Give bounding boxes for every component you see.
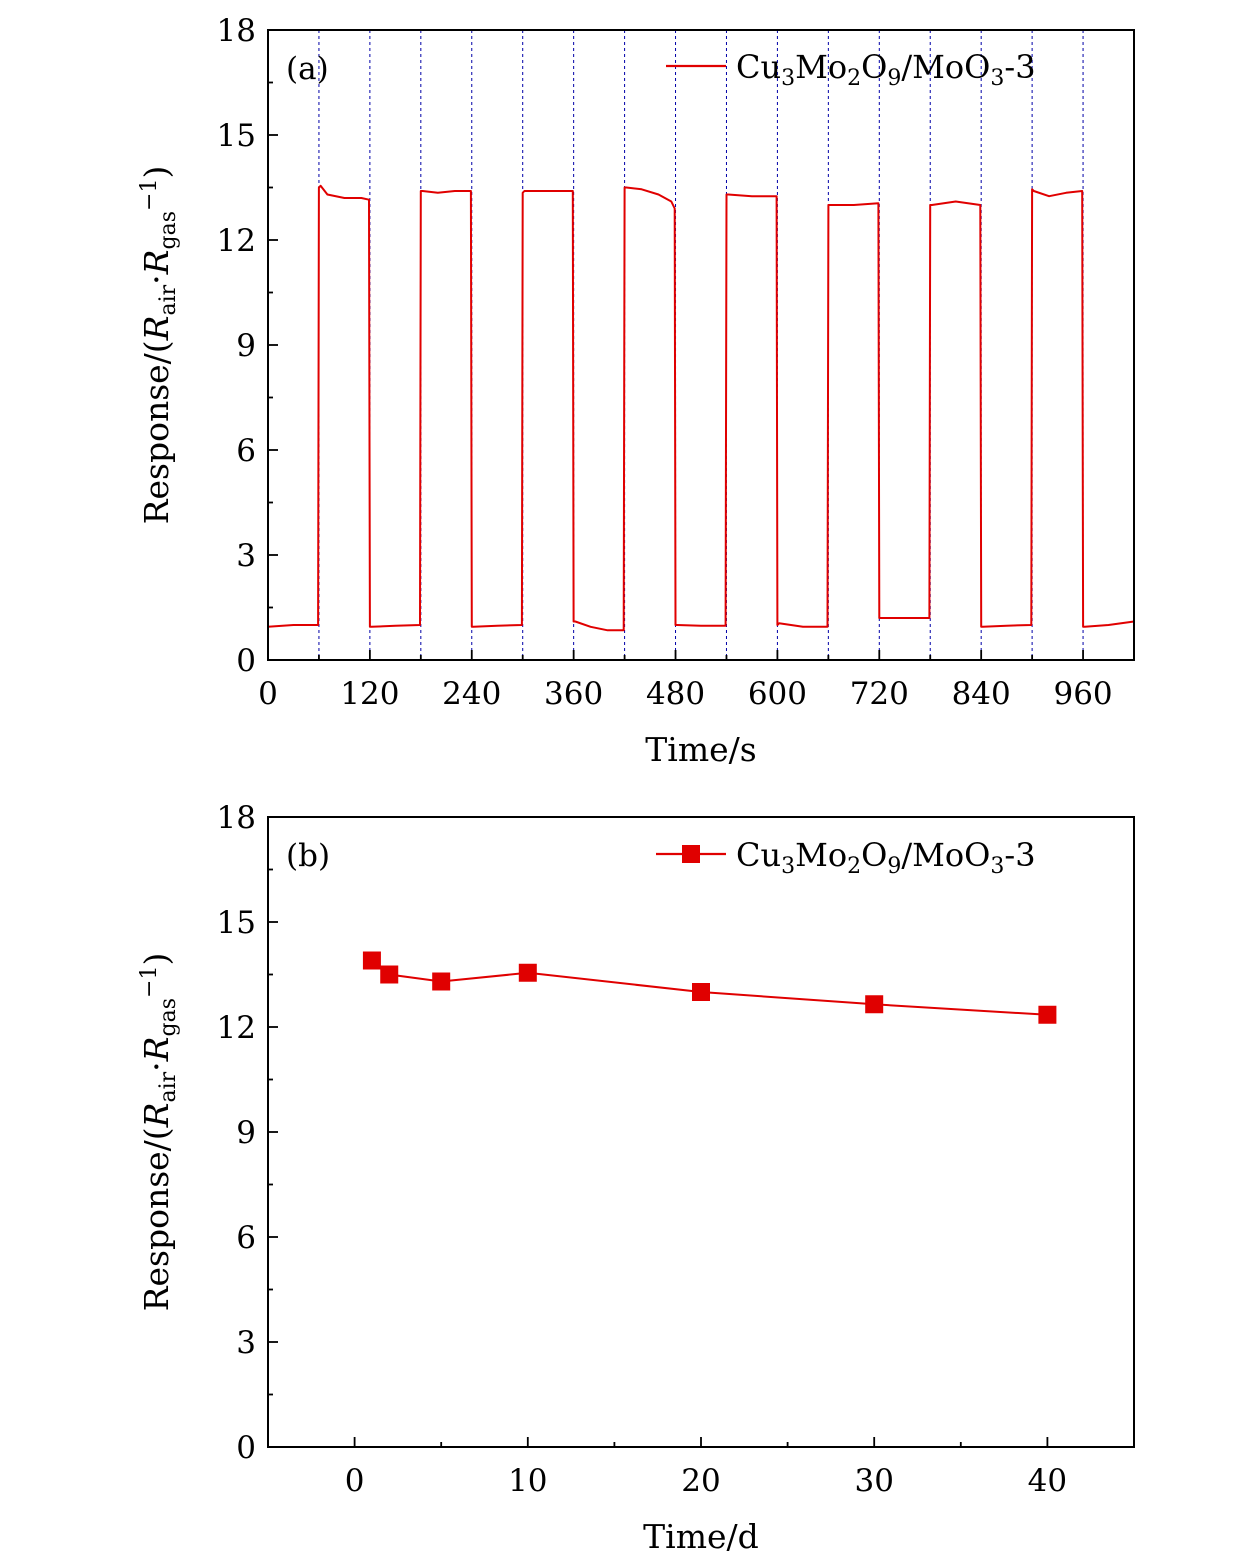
b-y-tick-label: 3 [236, 1325, 256, 1361]
a-y-tick-label: 15 [217, 118, 256, 154]
a-y-tick-label: 0 [236, 643, 256, 679]
a-x-tick-label: 600 [748, 676, 807, 712]
a-y-tick-label: 9 [236, 328, 256, 364]
a-y-tick-label: 3 [236, 538, 256, 574]
b-x-tick-label: 30 [854, 1463, 893, 1499]
a-x-tick-label: 960 [1053, 676, 1112, 712]
panel-a-cycle-lines [318, 30, 1084, 660]
a-y-tick-label: 18 [217, 13, 256, 49]
b-y-tick-label: 12 [217, 1010, 256, 1046]
a-x-tick-label: 840 [952, 676, 1011, 712]
panel-a-legend-text: Cu3Mo2O9/MoO3-3 [736, 48, 1036, 91]
a-x-tick-label: 120 [340, 676, 399, 712]
panel-b-legend-text: Cu3Mo2O9/MoO3-3 [736, 836, 1036, 879]
panel-b-markers [362, 951, 1057, 1024]
panel-b-x-ticks: 0 10 20 30 40 [267, 1437, 1135, 1499]
b-y-tick-label: 9 [236, 1115, 256, 1151]
panel-b-x-axis-title: Time/d [643, 1517, 759, 1556]
panel-b-legend: Cu3Mo2O9/MoO3-3 [656, 836, 1036, 879]
panel-b-data-marker [380, 965, 399, 984]
a-x-tick-label: 720 [850, 676, 909, 712]
panel-b-label: (b) [286, 838, 330, 874]
panel-b-legend-marker [682, 845, 700, 863]
a-x-tick-label: 240 [442, 676, 501, 712]
panel-a-x-axis-title: Time/s [645, 730, 756, 769]
panel-b-data-marker [432, 972, 451, 991]
panel-a-series-line [267, 184, 1135, 632]
b-x-tick-label: 10 [508, 1463, 547, 1499]
panel-a-legend: Cu3Mo2O9/MoO3-3 [666, 48, 1036, 91]
b-y-tick-label: 6 [236, 1220, 256, 1256]
panel-b-data-marker [362, 951, 381, 970]
panel-b-y-axis-title: Response/(Rair·Rgas−1) [137, 953, 181, 1312]
panel-b-data-marker [865, 995, 884, 1014]
a-x-tick-label: 360 [544, 676, 603, 712]
panel-b-data-marker [1038, 1005, 1057, 1024]
b-y-tick-label: 0 [236, 1430, 256, 1466]
a-x-tick-label: 0 [258, 676, 278, 712]
panel-a-x-ticks: 0 120 240 360 480 600 720 840 960 [258, 650, 1135, 712]
panel-a-label: (a) [286, 51, 329, 87]
panel-a-frame [267, 29, 1135, 661]
panel-a: 0 3 6 9 12 15 18 0 120 240 360 480 600 720 840 960 (a)… [137, 13, 1135, 769]
panel-b-frame [267, 816, 1135, 1448]
a-y-tick-label: 12 [217, 223, 256, 259]
panel-b-data-marker [692, 983, 710, 1001]
panel-a-y-ticks: 0 3 6 9 12 15 18 [217, 13, 278, 679]
b-x-tick-label: 0 [345, 1463, 365, 1499]
b-x-tick-label: 40 [1028, 1463, 1067, 1499]
panel-a-y-axis-title: Response/(Rair·Rgas−1) [137, 166, 181, 525]
panel-b-data-marker [518, 963, 537, 982]
b-x-tick-label: 20 [681, 1463, 720, 1499]
b-y-tick-label: 18 [217, 800, 256, 836]
panel-b: 0 3 6 9 12 15 18 0 10 20 30 40 (b) Cu3Mo2O9/MoO3-3… [137, 800, 1135, 1556]
a-x-tick-label: 480 [646, 676, 705, 712]
b-y-tick-label: 15 [217, 905, 256, 941]
panel-b-y-ticks: 0 3 6 9 12 15 18 [217, 800, 278, 1466]
a-y-tick-label: 6 [236, 433, 256, 469]
